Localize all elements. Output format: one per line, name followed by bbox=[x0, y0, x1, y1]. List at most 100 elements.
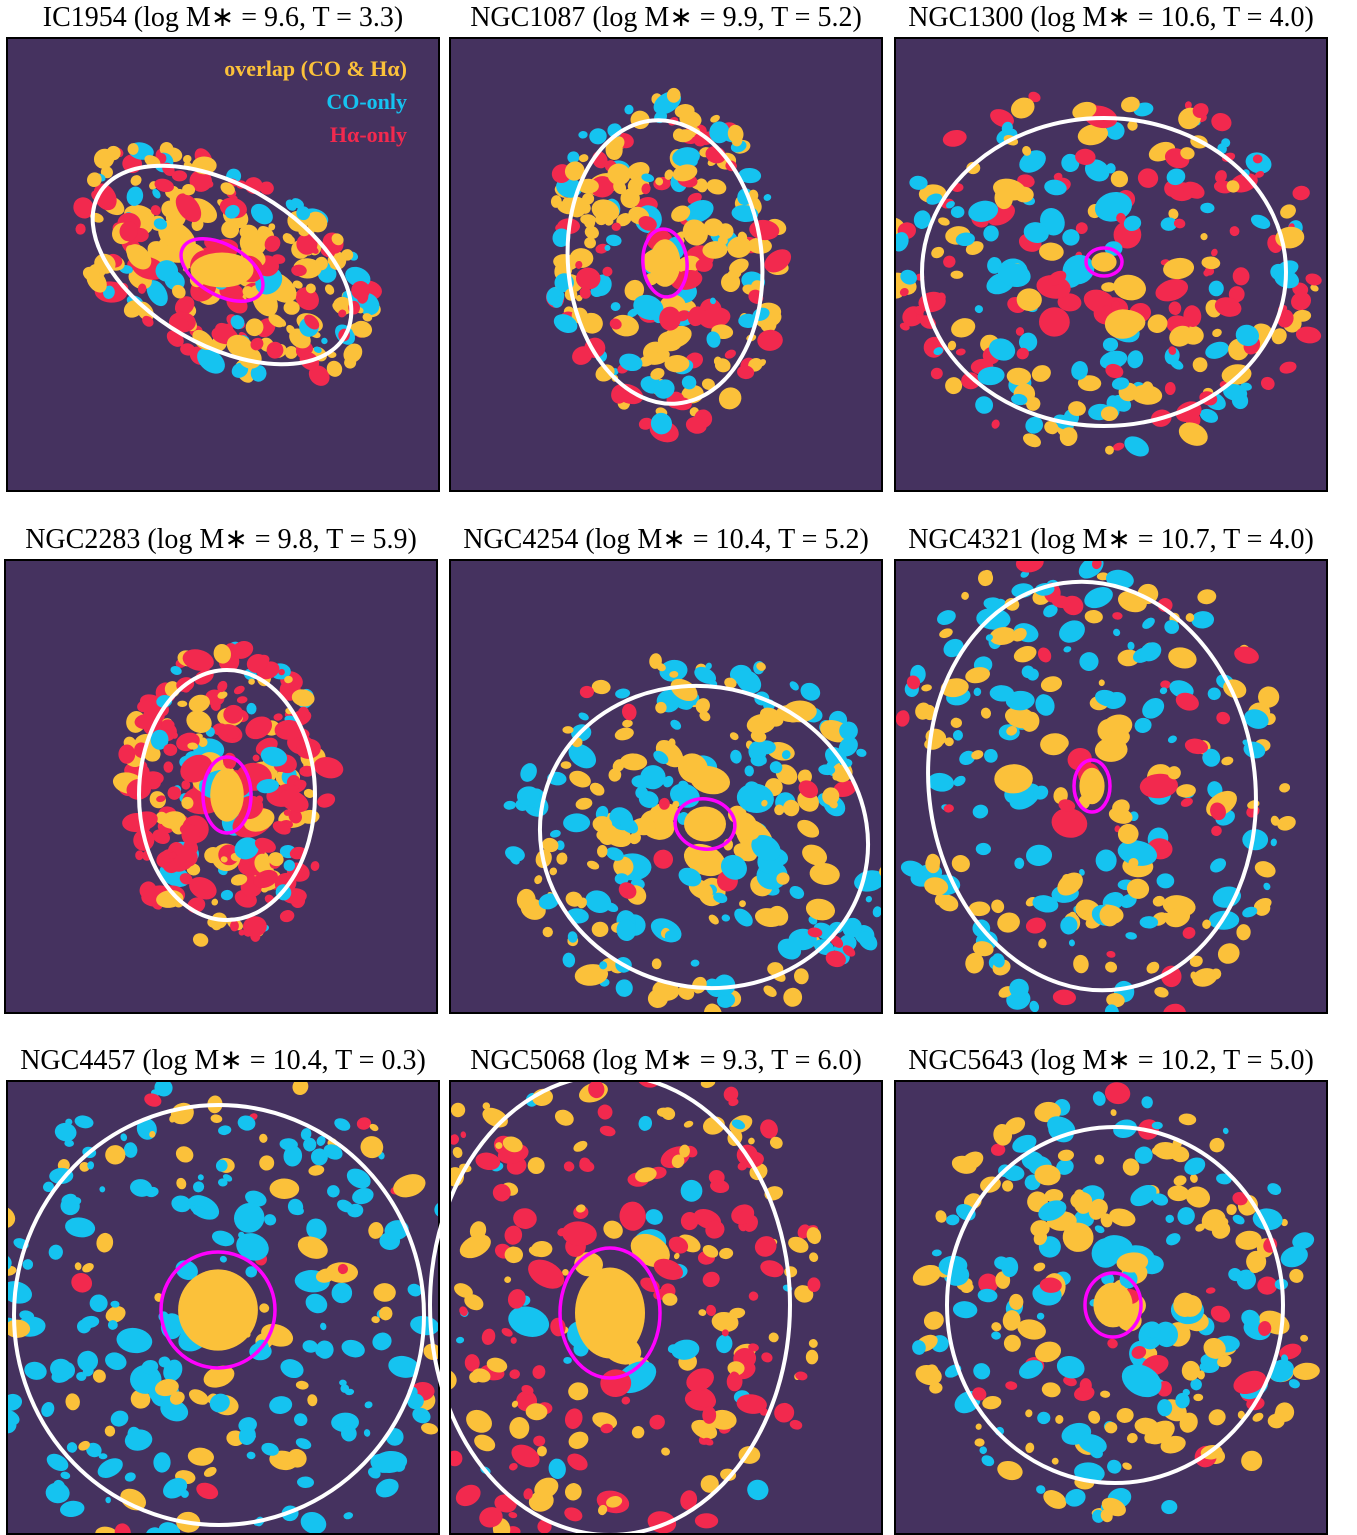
emission-blob bbox=[369, 1123, 379, 1132]
emission-blob bbox=[305, 1293, 328, 1314]
emission-blob bbox=[1105, 961, 1118, 973]
emission-blob bbox=[170, 666, 182, 675]
emission-blob bbox=[611, 222, 621, 231]
inner-ellipse bbox=[1072, 758, 1112, 814]
emission-blob bbox=[237, 1115, 256, 1131]
panel-border bbox=[894, 559, 1328, 1014]
emission-blob bbox=[341, 1425, 357, 1442]
emission-blob bbox=[1033, 785, 1049, 800]
emission-blob bbox=[578, 154, 589, 163]
emission-blob bbox=[724, 349, 736, 359]
emission-blob bbox=[186, 710, 212, 733]
emission-blob bbox=[1015, 327, 1025, 336]
emission-blob bbox=[955, 348, 966, 356]
emission-blob bbox=[256, 795, 264, 803]
emission-blob bbox=[584, 237, 596, 249]
emission-blob bbox=[393, 1174, 426, 1198]
emission-blob bbox=[906, 675, 921, 690]
emission-blob bbox=[634, 176, 645, 186]
emission-blob bbox=[1151, 1121, 1163, 1130]
emission-blob bbox=[672, 128, 685, 141]
emission-blob bbox=[1207, 687, 1221, 701]
emission-blob bbox=[97, 1458, 123, 1478]
emission-blob bbox=[310, 1148, 328, 1166]
emission-blob bbox=[1277, 815, 1296, 831]
emission-blob bbox=[284, 675, 293, 684]
emission-blob bbox=[1110, 170, 1129, 188]
emission-blob bbox=[951, 1155, 977, 1174]
emission-blob bbox=[669, 671, 679, 678]
emission-blob bbox=[900, 269, 917, 285]
emission-blob bbox=[924, 877, 949, 896]
emission-blob bbox=[1180, 147, 1195, 160]
emission-blob bbox=[1112, 442, 1125, 451]
emission-blob bbox=[104, 1425, 116, 1437]
emission-blob bbox=[1232, 1192, 1248, 1206]
emission-blob bbox=[1123, 215, 1142, 231]
emission-blob bbox=[360, 1136, 384, 1159]
emission-blob bbox=[1235, 324, 1260, 347]
emission-blob bbox=[931, 1249, 942, 1257]
emission-blob bbox=[1004, 706, 1036, 729]
outer-ellipse bbox=[137, 668, 317, 922]
emission-blob bbox=[614, 873, 629, 885]
emission-blob bbox=[1160, 217, 1178, 231]
emission-blob bbox=[718, 387, 742, 410]
emission-blob bbox=[1084, 609, 1103, 624]
emission-blob bbox=[913, 210, 931, 229]
emission-blob bbox=[481, 1328, 496, 1345]
emission-blob bbox=[606, 1496, 623, 1508]
emission-blob bbox=[1147, 314, 1168, 333]
emission-blob bbox=[564, 1483, 582, 1501]
emission-blob bbox=[1255, 171, 1265, 178]
emission-blob bbox=[22, 1259, 34, 1270]
emission-blob bbox=[1026, 396, 1041, 411]
emission-blob bbox=[76, 1371, 87, 1381]
emission-blob bbox=[283, 300, 300, 315]
panel bbox=[428, 1073, 883, 1535]
emission-blob bbox=[254, 853, 272, 874]
emission-blob bbox=[1134, 717, 1152, 733]
emission-blob bbox=[1029, 301, 1038, 310]
emission-blob bbox=[456, 1336, 465, 1344]
emission-blob bbox=[1157, 1399, 1173, 1417]
emission-blob bbox=[1025, 844, 1053, 866]
emission-blob bbox=[1289, 1268, 1304, 1283]
emission-blob bbox=[181, 796, 194, 810]
emission-blob bbox=[464, 1294, 484, 1311]
emission-blob bbox=[95, 1526, 120, 1534]
emission-blob bbox=[105, 1306, 126, 1323]
emission-blob bbox=[1177, 1207, 1195, 1225]
emission-blob bbox=[326, 360, 343, 377]
emission-blob bbox=[210, 699, 221, 711]
emission-blob bbox=[989, 338, 1016, 361]
panel bbox=[449, 559, 883, 1014]
emission-blob bbox=[673, 1252, 680, 1260]
emission-blob bbox=[119, 221, 138, 242]
emission-blob bbox=[629, 209, 641, 221]
emission-blob bbox=[1300, 1334, 1309, 1342]
center-blob bbox=[210, 768, 244, 822]
emission-blob bbox=[695, 258, 713, 272]
emission-blob bbox=[225, 204, 240, 219]
emission-blob bbox=[615, 688, 631, 699]
emission-blob bbox=[1181, 1360, 1200, 1381]
emission-blob bbox=[950, 206, 965, 219]
emission-blob bbox=[1176, 784, 1196, 798]
emission-blob bbox=[527, 1157, 545, 1175]
emission-blob bbox=[504, 1225, 523, 1245]
emission-blob bbox=[316, 1135, 326, 1146]
emission-blob bbox=[983, 597, 1003, 611]
emission-blob bbox=[192, 329, 214, 350]
emission-blob bbox=[1025, 1409, 1033, 1418]
emission-blob bbox=[1279, 783, 1291, 793]
emission-blob bbox=[638, 1115, 653, 1131]
emission-blob bbox=[1079, 652, 1099, 672]
emission-blob bbox=[701, 378, 715, 390]
emission-blob bbox=[1292, 1232, 1315, 1250]
emission-blob bbox=[58, 1361, 76, 1380]
center-blob bbox=[178, 1269, 258, 1351]
emission-blob bbox=[197, 1174, 204, 1181]
emission-blob bbox=[302, 1340, 318, 1353]
emission-blob bbox=[250, 337, 264, 351]
